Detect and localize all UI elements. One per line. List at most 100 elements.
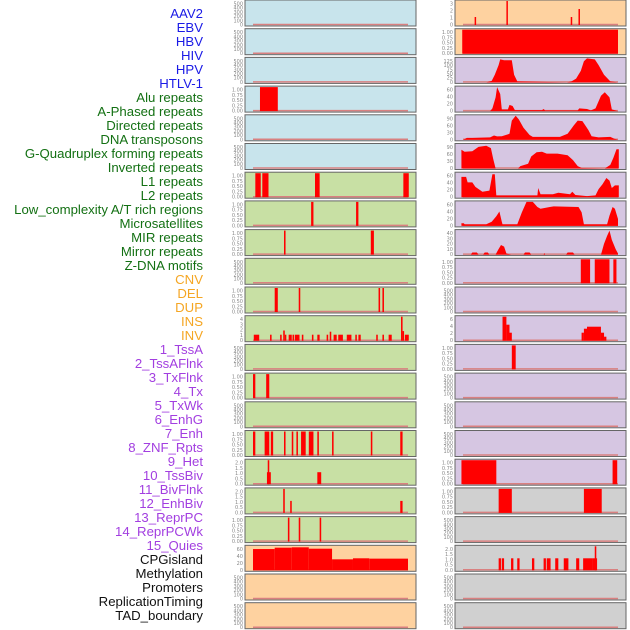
y-tick-label: 400 <box>233 121 243 127</box>
y-tick-label: 0 <box>450 137 453 143</box>
y-tick-label: 200 <box>233 43 243 49</box>
data-bar <box>280 334 282 341</box>
y-tick-label: 0 <box>450 338 453 344</box>
y-tick-label: 400 <box>443 580 453 586</box>
track-panel <box>244 573 417 601</box>
y-tick-label: 0.25 <box>442 476 453 482</box>
data-bar <box>311 201 314 226</box>
data-bar <box>358 334 361 341</box>
track-panel <box>244 200 417 228</box>
coverage-area <box>461 201 618 226</box>
y-tick-label: 0.50 <box>442 471 453 477</box>
coverage-area <box>461 174 619 198</box>
data-bar <box>255 173 261 198</box>
y-tick-label: 0 <box>240 424 243 430</box>
y-tick-label: 1.00 <box>442 489 453 495</box>
track-panel <box>454 516 627 544</box>
track-panel <box>454 372 627 400</box>
y-tick-label: 0.50 <box>232 529 243 535</box>
data-bar <box>563 558 569 571</box>
track-label: DUP <box>175 300 203 315</box>
track-label: 14_ReprPCWk <box>115 524 203 539</box>
data-bar <box>370 230 374 255</box>
y-tick-label: 400 <box>443 408 453 414</box>
y-tick-label: 20 <box>447 188 453 194</box>
track-panel <box>454 0 627 27</box>
y-tick-label: 0.00 <box>442 281 453 287</box>
coverage-area <box>463 230 618 255</box>
y-tick-label: 1.0 <box>445 557 453 563</box>
data-bar <box>543 558 546 571</box>
data-bar <box>506 1 508 25</box>
y-tick-label: 0.75 <box>442 495 453 501</box>
y-tick-label: 400 <box>443 436 453 442</box>
y-tick-label: 0.5 <box>445 563 453 569</box>
y-tick-label: 40 <box>447 231 453 237</box>
y-tick-label: 0 <box>450 453 453 459</box>
data-bar <box>298 288 301 312</box>
track-label: L2 repeats <box>140 188 203 203</box>
track-panel <box>244 171 417 199</box>
y-tick-label: 0.25 <box>232 304 243 310</box>
data-bar <box>329 331 332 341</box>
track-panel <box>244 487 417 515</box>
y-tick-label: 300 <box>443 383 453 389</box>
y-tick-label: 500 <box>233 403 243 409</box>
y-tick-label: 20 <box>447 242 453 248</box>
y-tick-label: 500 <box>233 30 243 36</box>
track-label: HPV <box>175 62 203 77</box>
y-tick-label: 90 <box>447 116 453 122</box>
y-tick-label: 0 <box>450 166 453 172</box>
y-tick-label: 0.25 <box>232 247 243 253</box>
track-label: INV <box>181 328 203 343</box>
y-tick-label: 0.00 <box>442 510 453 516</box>
y-tick-label: 0.5 <box>235 476 243 482</box>
track-label: 15_Quies <box>146 538 203 553</box>
y-tick-label: 500 <box>443 518 453 524</box>
data-bar <box>301 431 306 456</box>
y-tick-label: 0.00 <box>232 195 243 201</box>
track-panel <box>454 544 627 572</box>
y-tick-label: 6 <box>450 317 453 323</box>
y-tick-label: 400 <box>233 350 243 356</box>
y-tick-label: 0.75 <box>232 523 243 529</box>
data-bar <box>498 488 512 513</box>
data-bar <box>403 173 409 198</box>
y-tick-label: 90 <box>447 145 453 151</box>
track-label: DNA transposons <box>100 132 203 147</box>
track-label: Inverted repeats <box>107 160 203 175</box>
y-tick-label: 200 <box>233 272 243 278</box>
track-panel <box>244 286 417 314</box>
track-panel <box>244 143 417 170</box>
data-bar <box>501 558 505 571</box>
y-tick-label: 25 <box>447 76 453 82</box>
data-bar <box>274 547 292 571</box>
y-tick-label: 100 <box>233 420 243 426</box>
y-tick-label: 500 <box>233 604 243 610</box>
track-panel <box>454 401 627 429</box>
y-tick-label: 60 <box>447 152 453 158</box>
track-label: Microsatellites <box>119 216 203 231</box>
y-tick-label: 100 <box>443 420 453 426</box>
data-bar <box>511 558 514 571</box>
y-tick-label: 500 <box>233 260 243 266</box>
y-tick-label: 400 <box>443 379 453 385</box>
y-tick-label: 0.75 <box>232 294 243 300</box>
y-tick-label: 1 <box>240 333 243 339</box>
y-tick-label: 60 <box>447 202 453 208</box>
y-tick-label: 0.50 <box>442 270 453 276</box>
data-bar <box>298 517 301 542</box>
y-tick-label: 1.00 <box>232 518 243 524</box>
y-tick-label: 2.0 <box>235 461 243 467</box>
data-bar <box>317 334 320 341</box>
y-tick-label: 300 <box>233 354 243 360</box>
y-tick-label: 0.00 <box>442 51 453 57</box>
y-tick-label: 0.00 <box>232 109 243 115</box>
y-tick-label: 0 <box>240 137 243 143</box>
data-bar <box>404 334 409 341</box>
y-tick-label: 200 <box>443 617 453 623</box>
y-tick-label: 30 <box>447 236 453 242</box>
data-bar <box>502 316 507 341</box>
data-bar <box>253 374 256 399</box>
